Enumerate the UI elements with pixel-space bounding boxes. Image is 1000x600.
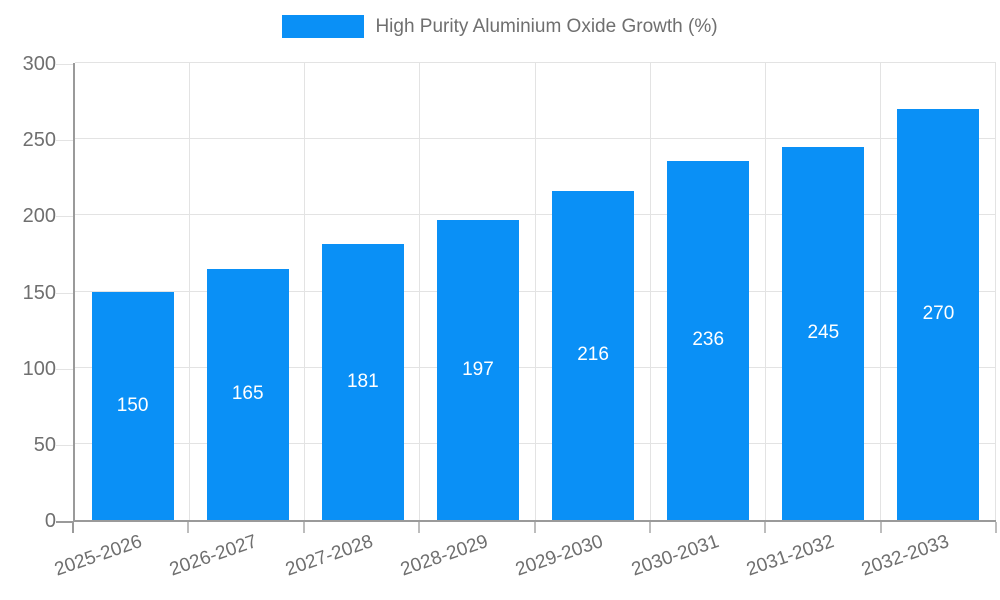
x-axis-tick: [302, 522, 305, 533]
bar-value-label: 165: [231, 383, 264, 405]
y-gridline: [75, 214, 996, 216]
x-gridline: [304, 63, 306, 520]
x-gridline: [419, 63, 421, 520]
x-axis-tick: [879, 522, 882, 533]
x-axis-label: 2027-2028: [282, 531, 376, 581]
bar[interactable]: 245: [782, 146, 865, 520]
y-axis-label: 50: [33, 433, 56, 456]
y-axis-label: 150: [22, 281, 56, 304]
y-axis-tick: [56, 368, 73, 370]
bar[interactable]: 181: [321, 244, 404, 520]
y-axis-tick: [56, 521, 73, 523]
x-axis-label: 2025-2026: [51, 531, 145, 581]
legend[interactable]: High Purity Aluminium Oxide Growth (%): [0, 15, 1000, 38]
bar-value-label: 216: [577, 344, 609, 366]
y-gridline: [75, 442, 996, 444]
x-axis-label: 2031-2032: [744, 531, 837, 581]
y-axis-tick: [56, 64, 73, 65]
x-gridline: [995, 63, 996, 520]
y-axis-label: 0: [44, 510, 56, 532]
legend-label: High Purity Aluminium Oxide Growth (%): [375, 15, 718, 37]
x-axis-tick: [764, 522, 767, 533]
plot-area: 150 165 181 197 216 236 245 270: [73, 62, 996, 522]
bar-value-label: 181: [346, 371, 379, 393]
bar[interactable]: 216: [552, 190, 635, 520]
bar[interactable]: 165: [206, 268, 289, 520]
bar-value-label: 245: [807, 322, 840, 344]
x-axis-tick: [72, 522, 74, 533]
x-axis-label: 2029-2030: [513, 531, 607, 581]
y-axis-tick: [56, 140, 73, 142]
x-gridline: [649, 63, 651, 520]
bar[interactable]: 150: [91, 291, 174, 520]
x-axis-label: 2030-2031: [628, 531, 722, 581]
bar[interactable]: 197: [436, 219, 519, 520]
y-gridline: [75, 290, 996, 292]
bar[interactable]: 236: [667, 160, 750, 520]
y-axis-tick: [56, 444, 73, 446]
bar-value-label: 236: [692, 329, 725, 351]
y-axis-tick: [56, 292, 73, 294]
x-gridline: [764, 63, 766, 520]
y-axis-tick: [56, 216, 73, 218]
y-gridline: [75, 138, 996, 140]
x-gridline: [879, 63, 881, 520]
x-axis-label: 2032-2033: [859, 531, 953, 581]
y-axis-label: 250: [22, 129, 56, 152]
bar-value-label: 270: [922, 303, 955, 325]
y-gridline: [75, 62, 996, 63]
x-axis-label: 2028-2029: [397, 531, 491, 581]
y-axis-label: 300: [22, 53, 56, 75]
bar-value-label: 150: [116, 394, 149, 416]
y-gridline: [75, 366, 996, 368]
x-gridline: [534, 63, 536, 520]
bar-value-label: 197: [462, 358, 494, 380]
x-axis-label: 2026-2027: [167, 531, 260, 581]
x-gridline: [189, 63, 191, 520]
x-axis-tick: [418, 522, 421, 533]
y-axis-label: 100: [22, 357, 56, 380]
y-axis-label: 200: [22, 205, 56, 228]
legend-swatch-icon: [282, 15, 365, 38]
bar[interactable]: 270: [897, 108, 980, 520]
x-axis-tick: [533, 522, 536, 533]
x-axis-tick: [995, 522, 997, 533]
x-axis-tick: [187, 522, 190, 533]
x-axis-tick: [648, 522, 651, 533]
